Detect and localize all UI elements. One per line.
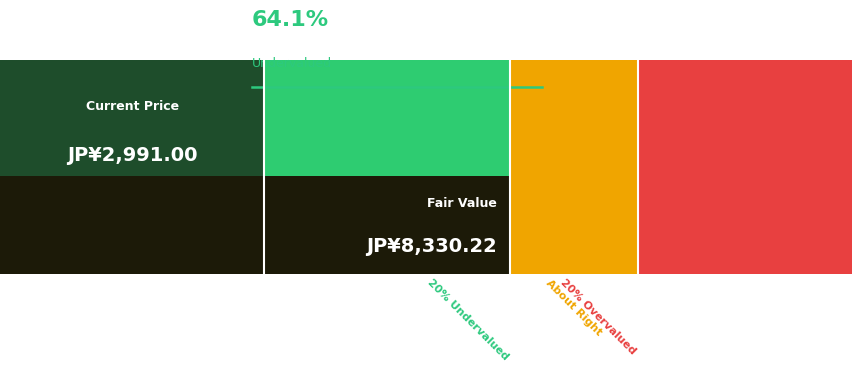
Text: 64.1%: 64.1% xyxy=(251,10,328,30)
Text: 20% Overvalued: 20% Overvalued xyxy=(558,277,637,356)
Bar xyxy=(637,60,852,274)
Bar xyxy=(509,60,637,274)
Text: Current Price: Current Price xyxy=(85,100,179,113)
Bar xyxy=(0,176,509,274)
Text: JP¥2,991.00: JP¥2,991.00 xyxy=(67,146,197,165)
Text: Undervalued: Undervalued xyxy=(251,57,331,70)
Text: JP¥8,330.22: JP¥8,330.22 xyxy=(366,237,497,256)
Text: 20% Undervalued: 20% Undervalued xyxy=(425,277,509,362)
Text: Fair Value: Fair Value xyxy=(427,197,497,210)
Bar xyxy=(0,60,264,193)
Text: About Right: About Right xyxy=(544,277,603,337)
Bar xyxy=(0,60,509,274)
